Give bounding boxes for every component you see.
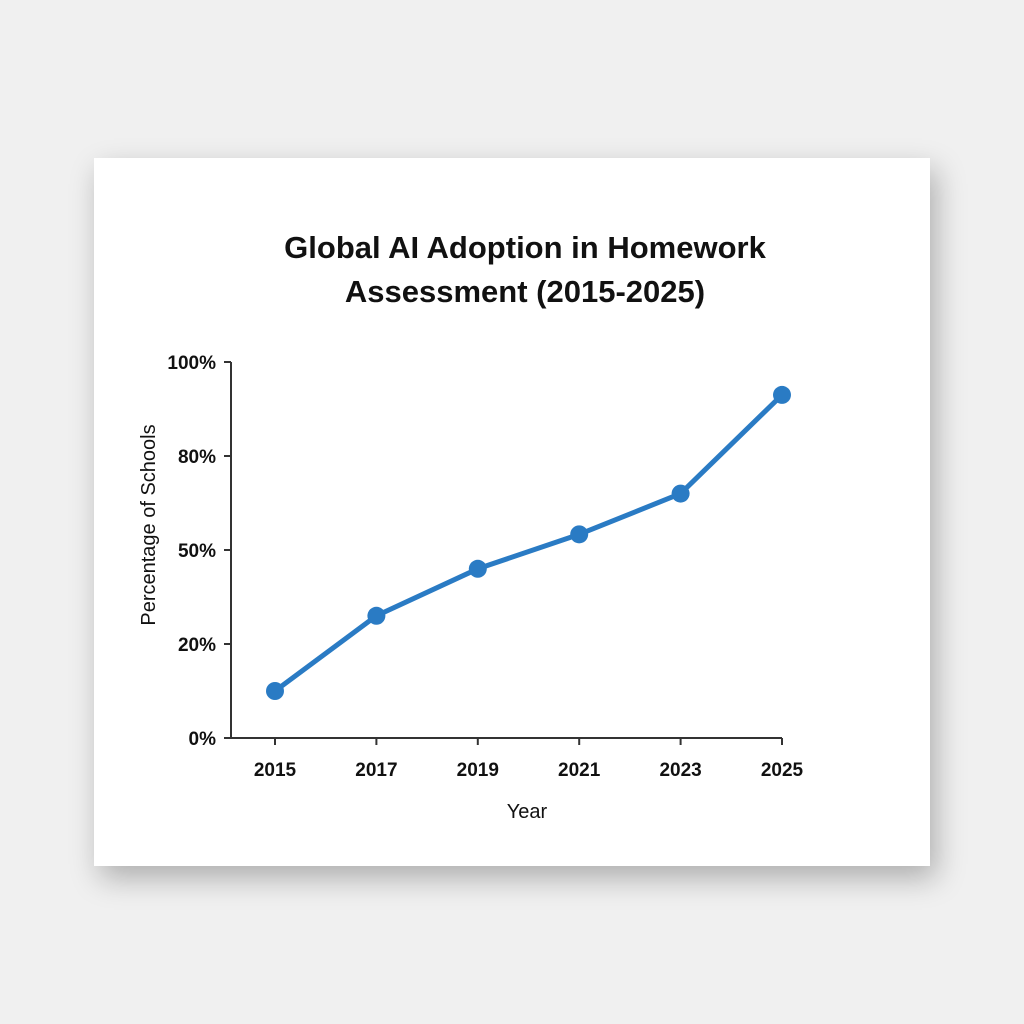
chart-title-line-1: Global AI Adoption in Homework: [284, 230, 766, 265]
x-axis-label: Year: [507, 801, 548, 823]
series-line: [273, 393, 784, 694]
y-tick-label: 50%: [178, 541, 216, 562]
data-point: [773, 385, 791, 404]
data-point: [266, 682, 284, 700]
y-tick-label: 0%: [189, 729, 217, 750]
chart-title-line-2: Assessment (2015-2025): [344, 274, 706, 309]
x-tick-label: 2015: [254, 760, 297, 781]
x-tick-label: 2019: [457, 760, 499, 781]
y-tick-label: 80%: [178, 447, 216, 468]
x-tick-label: 2025: [761, 760, 804, 781]
chart-card: [94, 158, 930, 866]
y-axis-label: Percentage of Schools: [138, 424, 160, 625]
data-point: [570, 525, 589, 544]
chart-title: Global AI Adoption in Homework Assessmen…: [0, 226, 1024, 314]
data-point: [367, 606, 386, 625]
x-tick-label: 2021: [558, 760, 601, 781]
y-tick-label: 100%: [167, 353, 216, 374]
y-tick-label: 20%: [178, 635, 216, 656]
x-tick-label: 2023: [659, 760, 701, 781]
x-tick-label: 2017: [355, 760, 397, 781]
data-point: [468, 559, 487, 578]
data-point: [671, 484, 690, 503]
